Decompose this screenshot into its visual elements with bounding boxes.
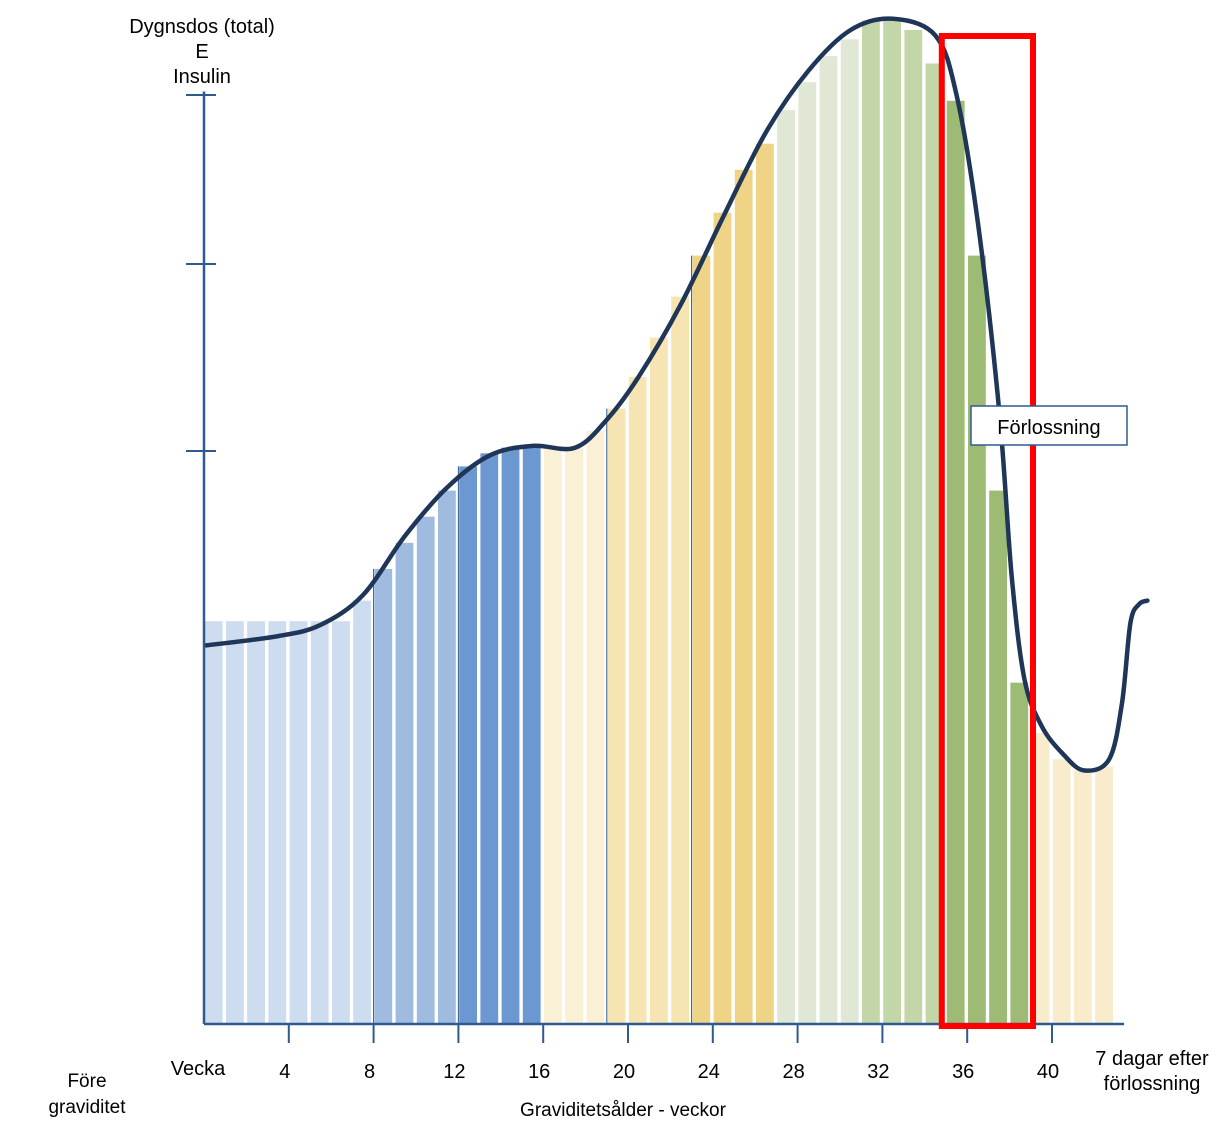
post-delivery-label-line-2: förlossning <box>1104 1073 1201 1095</box>
x-tick-label-32: 32 <box>867 1061 889 1083</box>
x-tick-label-16: 16 <box>528 1061 550 1083</box>
bar-week-14 <box>480 453 499 1024</box>
bar-week-32 <box>862 20 880 1025</box>
x-tick-label-20: 20 <box>613 1061 635 1083</box>
x-tick-label-24: 24 <box>698 1061 720 1083</box>
bar-week-21 <box>628 376 647 1024</box>
insulin-curve <box>203 16 1150 773</box>
bar-week-41 <box>1052 759 1071 1024</box>
bar-week-16 <box>522 445 541 1024</box>
bar-week-12 <box>438 490 456 1025</box>
bar-week-18 <box>565 445 583 1024</box>
bar-week-33 <box>883 20 901 1025</box>
bar-week-24 <box>692 255 711 1025</box>
pre-pregnancy-label-line-2: graviditet <box>48 1097 126 1118</box>
bar-week-29 <box>798 82 817 1024</box>
post-delivery-label-line-1: 7 dagar efter <box>1095 1048 1209 1070</box>
bar-week-22 <box>650 337 668 1024</box>
bar-week-40 <box>1031 733 1050 1024</box>
bar-week-30 <box>819 56 838 1025</box>
bar-week-13 <box>459 466 477 1024</box>
bar-week-10 <box>395 542 414 1024</box>
y-axis-label-line-3: Insulin <box>173 66 231 88</box>
x-tick-label-28: 28 <box>782 1061 804 1083</box>
annotation-label: Förlossning <box>997 417 1100 439</box>
x-axis-label: Graviditetsålder - veckor <box>520 1100 727 1121</box>
pre-pregnancy-label-line-1: Före <box>67 1071 106 1092</box>
x-tick-label-8: 8 <box>364 1061 375 1083</box>
separators-group <box>373 255 693 1024</box>
bar-week-17 <box>544 445 562 1024</box>
bar-week-28 <box>777 110 795 1025</box>
bar-week-42 <box>1074 770 1092 1024</box>
bar-week-1 <box>204 621 223 1024</box>
bar-week-11 <box>416 516 435 1024</box>
y-axis-label-line-1: Dygnsdos (total) <box>129 16 275 38</box>
bar-week-27 <box>756 143 774 1024</box>
bar-week-3 <box>247 621 265 1024</box>
bar-week-5 <box>289 621 308 1024</box>
bar-week-9 <box>374 568 393 1024</box>
x-tick-label-12: 12 <box>443 1061 465 1083</box>
annotation-box <box>970 405 1128 446</box>
x-tick-label-4: 4 <box>279 1061 290 1083</box>
bar-week-8 <box>353 600 371 1024</box>
bar-week-19 <box>586 430 605 1024</box>
bar-week-23 <box>671 296 689 1025</box>
bar-week-31 <box>840 39 859 1025</box>
y-ticks <box>186 94 216 452</box>
bar-week-36 <box>946 100 965 1025</box>
x-tick-label-40: 40 <box>1037 1061 1059 1083</box>
bar-week-6 <box>310 621 329 1024</box>
y-axis-label-line-2: E <box>195 41 208 63</box>
bar-week-25 <box>713 212 732 1024</box>
bar-week-39 <box>1010 682 1029 1024</box>
x-ticks: 4 8 12 16 20 24 28 32 36 40 <box>279 1024 1059 1083</box>
x-tick-label-36: 36 <box>952 1061 974 1083</box>
bars-group <box>204 20 1113 1025</box>
bar-week-2 <box>226 621 244 1024</box>
bar-week-7 <box>332 621 350 1024</box>
bar-week-38 <box>989 490 1007 1025</box>
x-start-label: Vecka <box>171 1058 226 1080</box>
bar-week-26 <box>734 169 753 1025</box>
bar-week-4 <box>268 621 287 1024</box>
bar-week-34 <box>904 30 923 1024</box>
bar-week-43 <box>1095 766 1113 1024</box>
delivery-highlight-box <box>938 33 1036 1029</box>
bar-week-15 <box>501 447 520 1024</box>
bar-week-37 <box>968 255 986 1025</box>
bar-week-20 <box>607 408 626 1025</box>
